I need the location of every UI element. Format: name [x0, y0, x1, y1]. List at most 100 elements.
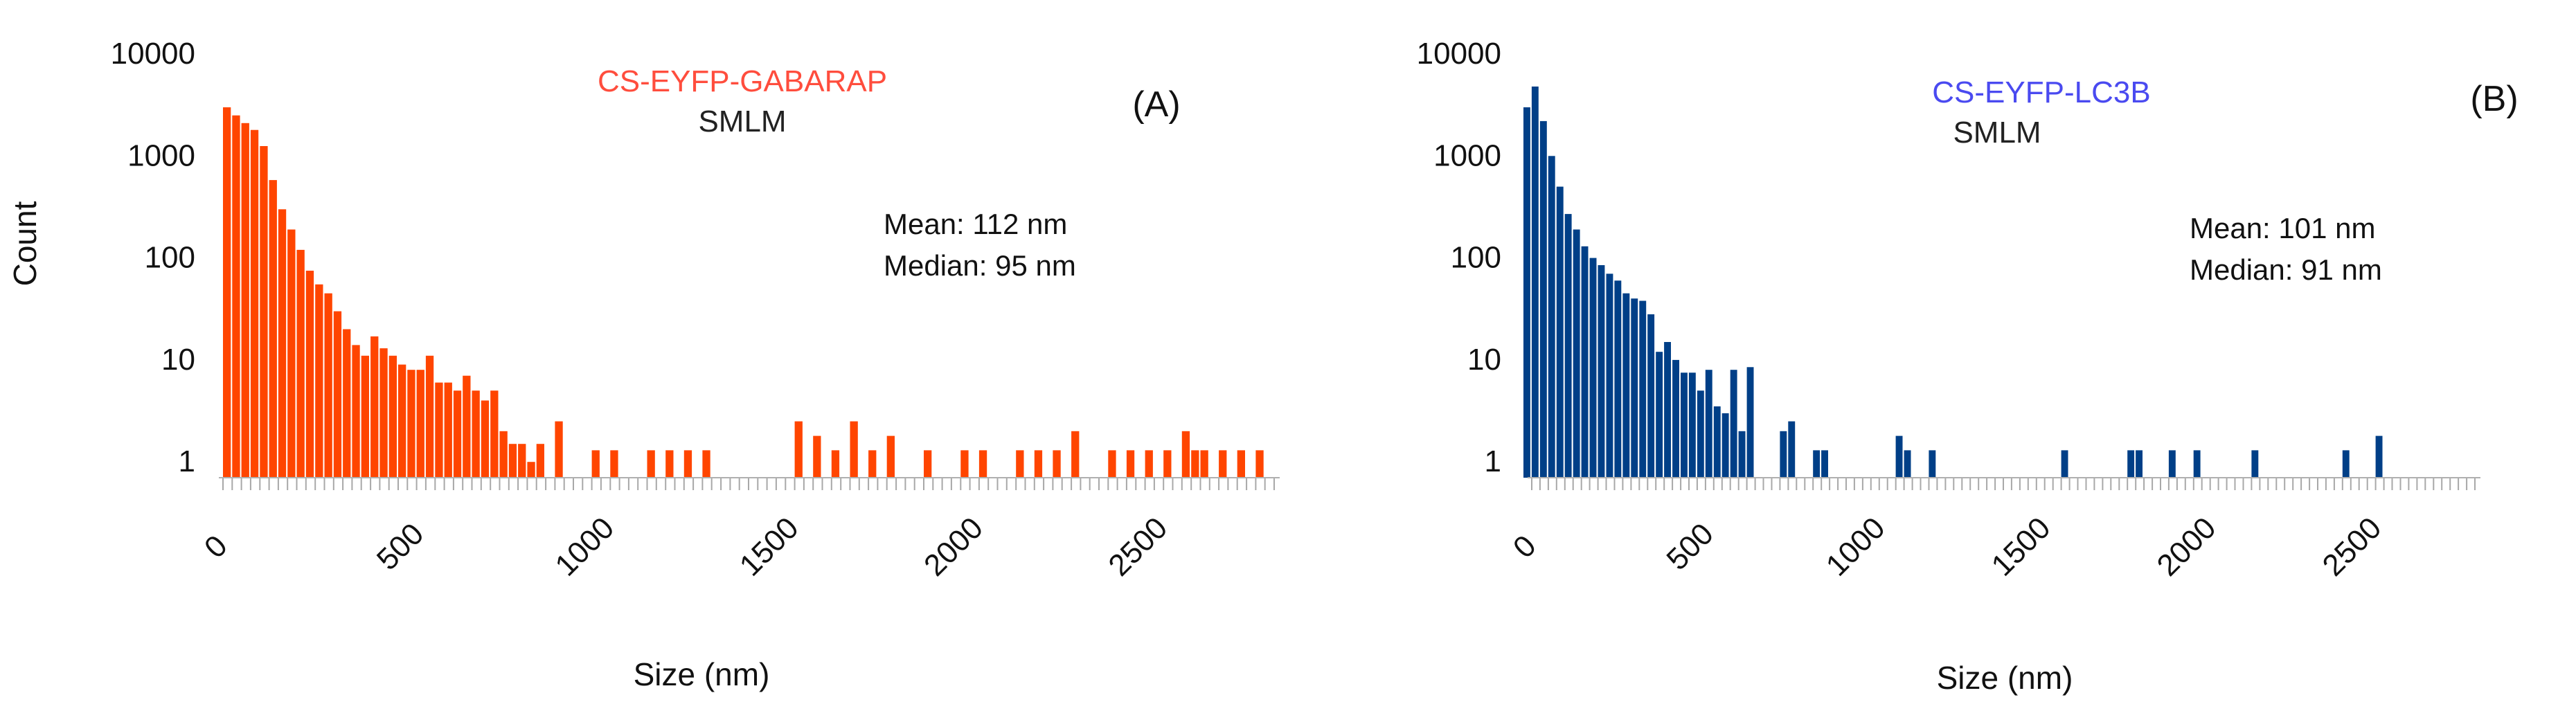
histogram-bar	[831, 450, 840, 478]
x-tick-label: 1500	[1985, 511, 2057, 583]
histogram-bar	[260, 146, 268, 478]
histogram-bar	[223, 107, 231, 478]
histogram-bar	[1548, 156, 1555, 478]
histogram-bar	[1016, 450, 1024, 478]
histogram-bar	[591, 450, 600, 478]
histogram-bar	[250, 129, 259, 478]
histogram-bar	[1034, 450, 1043, 478]
x-tick-label: 2500	[1102, 511, 1174, 583]
histogram-bar	[1721, 413, 1729, 478]
panel-label: (B)	[2470, 79, 2518, 119]
histogram-bar	[379, 348, 388, 478]
histogram-bar	[527, 462, 535, 478]
histogram-bar	[269, 180, 277, 478]
chart-title: CS-EYFP-LC3B	[1932, 75, 2150, 109]
histogram-bar	[232, 115, 240, 478]
x-minor-ticks	[1531, 478, 2476, 490]
histogram-bar	[647, 450, 655, 478]
histogram-bar	[472, 390, 480, 478]
histogram-bar	[665, 450, 674, 478]
histogram-bar	[1738, 431, 1746, 478]
histogram-bar	[1255, 450, 1264, 478]
histogram-bar	[1688, 372, 1696, 478]
y-tick-label: 10	[1467, 343, 1501, 377]
histogram-bar	[1713, 406, 1721, 478]
histogram-bar	[241, 123, 249, 478]
histogram-bar	[702, 450, 710, 478]
histogram-bar	[296, 249, 305, 478]
histogram-bar	[463, 375, 471, 478]
histogram-bar	[324, 293, 332, 478]
histogram-bar	[343, 329, 351, 478]
histogram-bar	[407, 370, 415, 478]
histogram-bar	[610, 450, 618, 478]
histogram-bar	[490, 390, 499, 478]
histogram-bar	[1071, 431, 1080, 478]
histogram-bar	[388, 355, 397, 478]
y-tick-label: 10000	[111, 37, 195, 71]
histogram-bar	[850, 421, 858, 478]
histogram-bar	[352, 345, 360, 478]
x-tick-label: 500	[1660, 516, 1720, 577]
histogram-bar	[2136, 450, 2143, 478]
y-tick-label: 1	[1485, 444, 1501, 478]
x-ticks: 0 500 1000 1500 2000 2500	[1507, 511, 2388, 583]
histogram-bar	[315, 284, 323, 478]
x-tick-label: 1000	[1820, 511, 1892, 583]
histogram-bar	[453, 390, 462, 478]
x-tick-label: 1000	[548, 511, 620, 583]
histogram-bar	[1531, 87, 1539, 478]
y-tick-label: 100	[145, 241, 195, 275]
histogram-bar	[1904, 450, 1911, 478]
histogram-bar	[435, 382, 443, 478]
histogram-bar	[1697, 390, 1704, 478]
histogram-bar	[1622, 293, 1630, 478]
histogram-bar	[2061, 450, 2068, 478]
histogram-bar	[978, 450, 987, 478]
y-tick-label: 10000	[1417, 37, 1501, 71]
histogram-bar	[1606, 273, 1613, 478]
histogram-bar	[398, 364, 406, 478]
y-tick-label: 1000	[127, 138, 195, 172]
histogram-bar	[1539, 120, 1547, 478]
x-axis-label: Size (nm)	[634, 656, 770, 692]
panel-b-histogram: 1 10 100 1000 10000 0 500 1000 1500 2000 2500 CS-…	[1417, 37, 2519, 696]
histogram-bar	[555, 421, 563, 478]
histogram-bar	[361, 355, 369, 478]
x-minor-ticks	[222, 478, 1275, 490]
histogram-bar	[518, 444, 526, 478]
histogram-bar	[1929, 450, 1936, 478]
histogram-bar	[1730, 370, 1737, 478]
histogram-bar	[1564, 214, 1572, 478]
chart-title: CS-EYFP-GABARAP	[598, 64, 887, 98]
histogram-bar	[1163, 450, 1172, 478]
histogram-bar	[305, 271, 314, 478]
histogram-bar	[683, 450, 692, 478]
histogram-bar	[1108, 450, 1116, 478]
histogram-bar	[2375, 435, 2383, 478]
mean-annotation: Mean: 112 nm	[884, 208, 1067, 240]
x-tick-label: 0	[1507, 529, 1543, 565]
histogram-bar	[278, 209, 287, 478]
histogram-bar	[536, 444, 544, 478]
histogram-bar	[1556, 186, 1564, 478]
histogram-bar	[960, 450, 969, 478]
histogram-bar	[1581, 246, 1589, 478]
y-ticks: 1 10 100 1000 10000	[1417, 37, 1501, 478]
histogram-bar	[886, 435, 895, 478]
histogram-bar	[794, 421, 803, 478]
histogram-bar	[1681, 372, 1688, 478]
histogram-bar	[1614, 280, 1622, 478]
x-tick-label: 0	[198, 529, 234, 565]
histogram-bar	[2168, 450, 2176, 478]
histogram-bar	[1705, 370, 1712, 478]
histogram-bar	[1664, 342, 1671, 478]
histogram-bar	[1126, 450, 1135, 478]
histogram-bar	[481, 400, 490, 478]
histogram-bar	[1639, 300, 1647, 478]
histogram-bar	[1821, 450, 1828, 478]
histogram-bar	[499, 431, 508, 478]
histogram-bar	[2193, 450, 2201, 478]
median-annotation: Median: 95 nm	[884, 249, 1076, 282]
